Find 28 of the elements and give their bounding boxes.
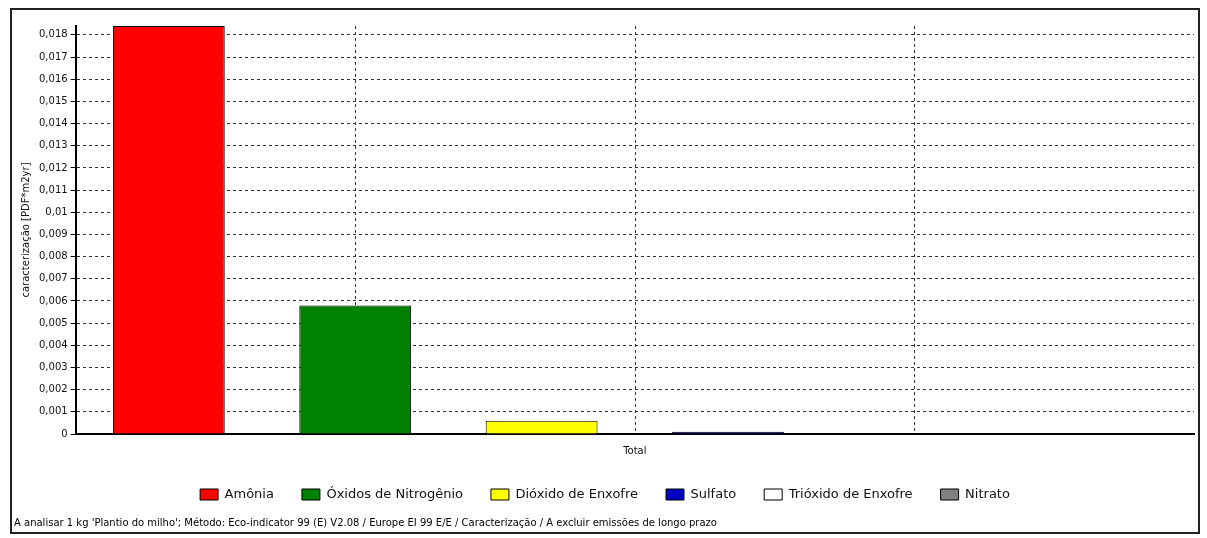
y-tick-label: 0 <box>61 427 68 439</box>
y-tick-label: 0,009 <box>38 228 68 240</box>
y-tick-label: 0,006 <box>38 294 68 306</box>
y-tick-label: 0,002 <box>38 383 68 395</box>
y-tick-label: 0,01 <box>45 205 68 217</box>
legend-label: Amônia <box>224 485 274 501</box>
legend-label: Sulfato <box>690 485 737 501</box>
legend-label: Nitrato <box>965 485 1010 501</box>
y-tick-label: 0,017 <box>38 50 68 62</box>
y-tick-label: 0,008 <box>38 250 68 262</box>
y-tick-label: 0,018 <box>38 28 68 40</box>
legend-label: Dióxido de Enxofre <box>515 485 639 501</box>
legend-label: Trióxido de Enxofre <box>787 485 913 501</box>
text: A analisar 1 kg 'Plantio do milho'; Método: Eco-indicator 99 (E) V2.08 / Europe EI 99 E/E / Caracterização / A excluir emissões de longo prazo <box>14 517 717 528</box>
y-tick-label: 0,014 <box>38 117 68 129</box>
y-tick-label: 0,003 <box>38 361 68 373</box>
y-tick-label: 0,004 <box>38 338 68 350</box>
y-tick-label: 0,011 <box>38 183 68 195</box>
y-tick-label: 0,012 <box>38 161 68 173</box>
y-tick-label: 0,001 <box>38 405 68 417</box>
x-tick-label: Total <box>622 444 647 456</box>
y-axis-title: caracterização [PDF*m2yr] <box>19 162 31 298</box>
y-tick-label: 0,015 <box>38 94 68 106</box>
legend-label: Óxidos de Nitrogênio <box>326 485 464 501</box>
y-tick-label: 0,007 <box>38 272 68 284</box>
y-tick-label: 0,005 <box>38 316 68 328</box>
y-tick-label: 0,016 <box>38 72 68 84</box>
y-tick-label: 0,013 <box>38 139 68 151</box>
